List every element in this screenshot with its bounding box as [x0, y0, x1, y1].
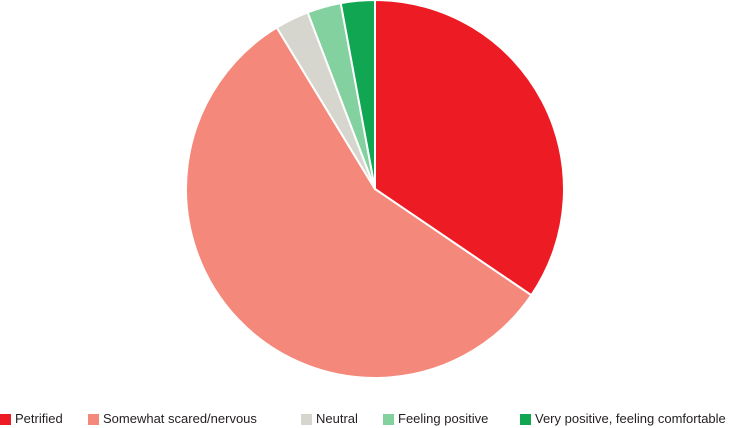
- pie-slice-1: [185, 26, 533, 379]
- legend-swatch: [88, 413, 99, 425]
- pie-slice-4: [339, 0, 376, 190]
- legend-label: Petrified: [15, 411, 63, 426]
- pie-slice-0: [374, 0, 565, 297]
- legend-swatch: [301, 413, 312, 425]
- legend-item-feeling-positive: Feeling positive: [383, 410, 488, 428]
- legend-label: Feeling positive: [398, 411, 489, 426]
- legend-item-somewhat-scared: Somewhat scared/nervous: [88, 410, 257, 428]
- legend-item-very-positive: Very positive, feeling comfortable: [520, 410, 726, 428]
- legend: Petrified Somewhat scared/nervous Neutra…: [0, 410, 750, 428]
- legend-label: Neutral: [316, 411, 358, 426]
- legend-label: Somewhat scared/nervous: [103, 411, 257, 426]
- legend-swatch: [0, 413, 11, 425]
- legend-swatch: [520, 413, 531, 425]
- legend-swatch: [383, 413, 394, 425]
- legend-item-petrified: Petrified: [0, 410, 63, 428]
- pie-chart: [185, 0, 565, 379]
- legend-item-neutral: Neutral: [301, 410, 358, 428]
- legend-label: Very positive, feeling comfortable: [535, 411, 726, 426]
